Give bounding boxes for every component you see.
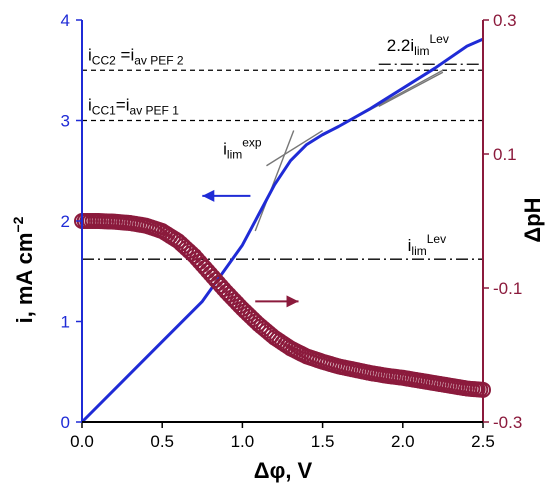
left-tick-label: 4 [61,11,70,30]
reference-label: iCC2 =iav PEF 2 [88,45,184,67]
series-line [80,37,484,424]
reference-label: iCC1=iav PEF 1 [88,96,179,118]
series-marker [223,289,240,306]
tangent-line [254,130,295,232]
series-marker [221,286,238,303]
tangent-line [266,129,323,167]
left-axis-label: i, mA cm−2 [10,216,37,323]
right-tick-label: 0.1 [493,145,517,164]
series-marker [229,295,246,312]
x-axis-label: Δφ, V [254,458,313,483]
x-tick-label: 1.5 [311,432,335,451]
series-marker [183,245,200,262]
right-tick-label: -0.1 [493,279,522,298]
tangent-line [378,71,444,108]
left-tick-label: 3 [61,112,70,131]
x-tick-label: 0.5 [150,432,174,451]
annotations: iCC2 =iav PEF 2 iCC1=iav PEF 1 ilimLev 2.2i… [88,32,449,308]
x-tick-label: 0.0 [70,432,94,451]
x-tick-label: 1.0 [231,432,255,451]
reference-label: ilimLev [408,232,446,258]
x-tick-label: 2.5 [471,432,495,451]
ticks: 0.0 0.5 1.0 1.5 2.0 2.5 0 1 2 3 4 -0.3 -0.1 0.1 0.3 [61,11,523,451]
series-marker [218,284,235,301]
series-group [74,37,491,424]
tangent-lines [254,69,444,232]
labels: Δφ, V i, mA cm−2 ΔpH [10,197,545,483]
ilim-exp-label: ilimexp [223,136,262,162]
x-tick-label: 2.0 [391,432,415,451]
right-tick-label: 0.3 [493,11,517,30]
left-arrow-head [202,189,215,202]
left-tick-label: 2 [61,212,70,231]
series-marker [226,292,243,309]
right-arrow-head [286,295,299,308]
left-tick-label: 0 [61,413,70,432]
right-tick-label: -0.3 [493,413,522,432]
right-axis-label: ΔpH [520,197,545,242]
reference-label: 2.2ilimLev [387,32,449,58]
reference-lines [82,63,483,260]
left-tick-label: 1 [61,313,70,332]
left-axis-label-exponent: −2 [10,216,26,232]
